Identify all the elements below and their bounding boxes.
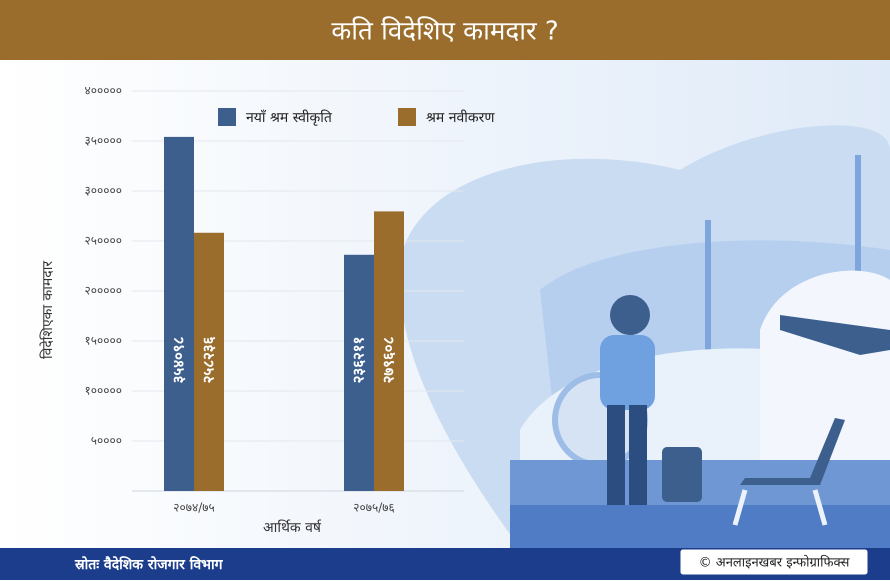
bar — [374, 211, 404, 491]
value-label: ३५४०९८ — [170, 336, 188, 383]
credit-box — [679, 548, 869, 576]
source: स्रोतः वैदेशिक रोजगार विभाग — [74, 556, 224, 573]
y-axis-label: विदेशिएका कामदार — [39, 261, 56, 359]
credit: © अनलाइनखबर इन्फोग्राफिक्स — [699, 555, 850, 571]
bar — [164, 136, 194, 492]
value-label: २३६२११ — [350, 337, 368, 384]
header-band — [0, 0, 890, 60]
illustration — [399, 125, 890, 548]
y-tick-label: १००००० — [85, 384, 122, 398]
y-tick-label: २५०००० — [85, 234, 122, 248]
x-axis-label: आर्थिक वर्ष — [263, 519, 322, 536]
y-tick-label: ५०००० — [91, 434, 122, 448]
y-tick-label: ३५०००० — [85, 134, 122, 148]
y-tick-label: २००००० — [85, 284, 122, 298]
bar — [194, 232, 224, 491]
y-tick-label: ४००००० — [85, 84, 122, 98]
y-tick-label: ३००००० — [85, 184, 122, 198]
x-tick-label: २०७४/७५ — [173, 501, 214, 515]
chart-title: कति विदेशिए कामदार ? — [331, 16, 558, 47]
legend-label: नयाँ श्रम स्वीकृति — [246, 109, 333, 126]
value-label: २७९६०८ — [380, 336, 398, 383]
legend-swatch — [398, 108, 416, 126]
y-tick-label: १५०००० — [85, 334, 122, 348]
legend-label: श्रम नवीकरण — [426, 109, 495, 126]
value-label: २५८२३६ — [200, 336, 218, 383]
legend-swatch — [218, 108, 236, 126]
bar — [344, 254, 374, 491]
x-tick-label: २०७५/७६ — [353, 501, 394, 515]
